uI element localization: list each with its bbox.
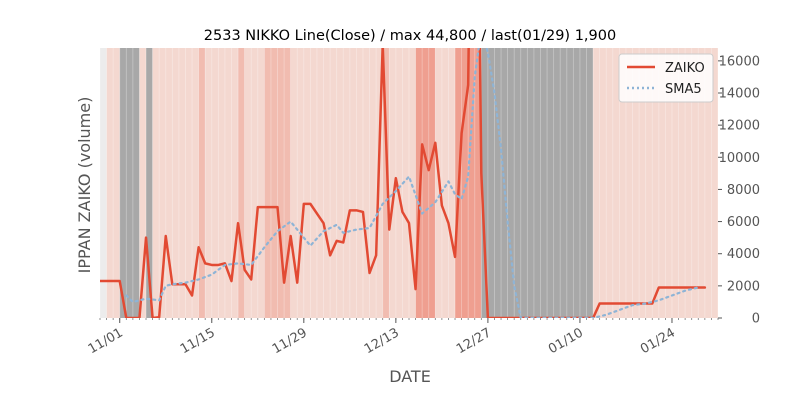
y-axis: 0 2000 4000 6000 8000 10000 12000 14000 16000 [718,54,760,327]
background-band [139,48,147,318]
background-band [106,48,120,318]
background-band [119,48,140,318]
x-tick-label: 01/24 [638,325,678,357]
y-tick-label: 16000 [719,54,760,69]
background-band [415,48,436,318]
y-tick-label: 8000 [727,183,760,198]
background-bands [100,48,718,318]
background-band [238,48,245,318]
x-tick-label: 11/01 [86,325,126,357]
y-tick-label: 0 [752,312,760,327]
legend: ZAIKO SMA5 [618,53,714,103]
x-tick-label: 12/13 [362,325,402,357]
background-band [198,48,206,318]
background-band [152,48,199,318]
background-band [382,48,390,318]
series-line-zaiko [100,48,707,318]
y-tick-label: 10000 [719,151,760,166]
x-tick-label: 11/15 [178,325,218,357]
chart-title: 2533 NIKKO Line(Close) / max 44,800 / la… [204,28,616,44]
x-axis: 11/01 11/15 11/29 12/13 12/27 01/10 01/24 [86,318,719,357]
x-tick-label: 12/27 [454,325,494,357]
y-tick-label: 14000 [719,87,760,102]
background-band [435,48,456,318]
y-tick-label: 2000 [727,279,760,294]
background-band [290,48,383,318]
background-band [146,48,153,318]
background-band [481,48,594,318]
background-band [244,48,265,318]
legend-label-zaiko: ZAIKO [665,61,705,76]
legend-label-sma5: SMA5 [665,82,702,97]
y-tick-label: 12000 [719,119,760,134]
series-layer [100,48,707,318]
series-line-sma5 [125,48,700,318]
background-band [100,48,107,318]
y-tick-label: 4000 [727,247,760,262]
x-axis-label: DATE [389,367,431,386]
y-tick-label: 6000 [727,215,760,230]
x-tick-label: 11/29 [270,325,310,357]
x-tick-label: 01/10 [546,325,586,357]
y-axis-label: IPPAN ZAIKO (volume) [75,97,94,274]
